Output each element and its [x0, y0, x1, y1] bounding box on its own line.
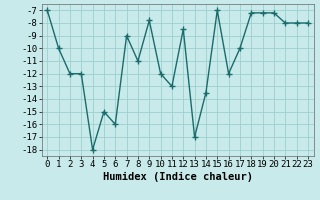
X-axis label: Humidex (Indice chaleur): Humidex (Indice chaleur) [103, 172, 252, 182]
